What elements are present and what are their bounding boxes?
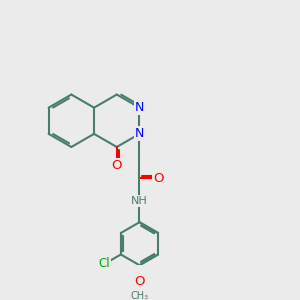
Text: O: O	[112, 159, 122, 172]
Text: Cl: Cl	[99, 257, 110, 270]
Text: N: N	[135, 101, 144, 114]
Text: N: N	[135, 128, 144, 140]
Text: CH₃: CH₃	[130, 291, 148, 300]
Text: O: O	[134, 275, 145, 288]
Text: O: O	[153, 172, 164, 185]
Text: NH: NH	[131, 196, 148, 206]
